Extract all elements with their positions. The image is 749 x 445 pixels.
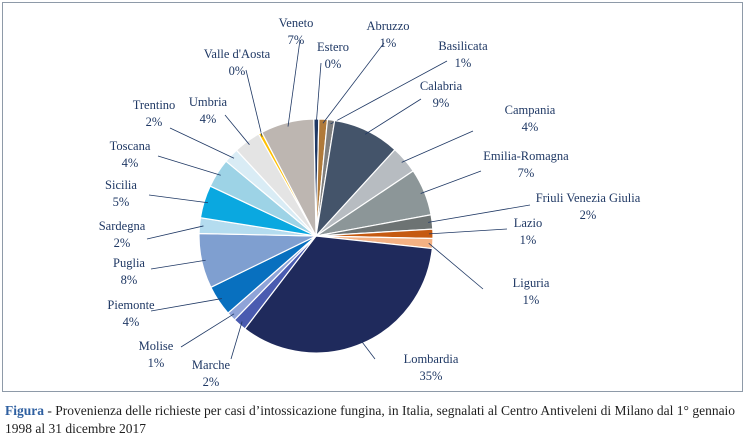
slice-label: Lazio <box>514 216 542 230</box>
pie-slice-veneto <box>260 118 317 237</box>
leader-line <box>230 321 243 360</box>
slice-percentage: 0% <box>229 64 246 78</box>
leader-line <box>150 259 206 270</box>
slice-label: Friuli Venezia Giulia <box>536 191 641 205</box>
slice-percentage: 0% <box>325 57 342 71</box>
slice-label: Estero <box>317 40 349 54</box>
slice-percentage: 1% <box>523 293 540 307</box>
slice-label: Abruzzo <box>366 19 409 33</box>
slice-label: Molise <box>139 339 174 353</box>
leader-line <box>364 98 422 135</box>
leader-line <box>287 39 301 127</box>
caption-text: - Provenienza delle richieste per casi d… <box>5 403 736 436</box>
slice-percentage: 2% <box>146 115 163 129</box>
leader-line <box>428 242 484 290</box>
slice-label: Veneto <box>279 16 314 30</box>
leader-line <box>150 298 222 312</box>
slice-percentage: 7% <box>518 166 535 180</box>
slice-percentage: 2% <box>580 208 597 222</box>
leader-line <box>420 170 482 194</box>
leader-line <box>401 130 474 163</box>
slice-label: Trentino <box>133 98 176 112</box>
leader-line <box>146 225 204 240</box>
pie-chart: Estero 0% Abruzzo 1% Basilicata 1% Calabria 9% C… <box>99 16 641 389</box>
caption-prefix: Figura <box>5 403 44 418</box>
leader-line <box>180 313 235 348</box>
slice-percentage: 8% <box>121 273 138 287</box>
slice-percentage: 1% <box>455 56 472 70</box>
leader-line <box>315 62 322 124</box>
slice-label: Toscana <box>110 139 151 153</box>
leader-line <box>428 228 508 235</box>
slice-percentage: 9% <box>433 96 450 110</box>
slice-label: Lombardia <box>404 352 459 366</box>
slice-percentage: 4% <box>123 315 140 329</box>
slice-percentage: 1% <box>148 356 165 370</box>
leader-line <box>148 194 209 204</box>
slice-percentage: 4% <box>200 112 217 126</box>
slice-percentage: 4% <box>522 120 539 134</box>
slice-label: Valle d'Aosta <box>204 47 271 61</box>
leader-line <box>428 204 531 223</box>
leader-line <box>157 155 221 176</box>
slice-label: Umbria <box>189 95 228 109</box>
slice-label: Piemonte <box>107 298 155 312</box>
slice-label: Sardegna <box>99 219 146 233</box>
slice-percentage: 35% <box>420 369 443 383</box>
slice-percentage: 2% <box>114 236 131 250</box>
slice-label: Emilia-Romagna <box>483 149 569 163</box>
slice-label: Liguria <box>513 276 550 290</box>
slice-percentage: 1% <box>520 233 537 247</box>
leader-line <box>360 339 376 360</box>
leader-line <box>245 69 263 137</box>
slice-label: Campania <box>505 103 556 117</box>
pie-slice-lombardia <box>243 235 433 354</box>
slice-percentage: 2% <box>203 375 220 389</box>
slice-percentage: 4% <box>122 156 139 170</box>
slice-label: Puglia <box>113 256 145 270</box>
leader-line <box>224 114 250 145</box>
slice-percentage: 5% <box>113 195 130 209</box>
leader-line <box>322 42 385 124</box>
slice-percentage: 7% <box>288 33 305 47</box>
slice-label: Sicilia <box>105 178 137 192</box>
leader-line <box>330 60 448 125</box>
chart-frame: Estero 0% Abruzzo 1% Basilicata 1% Calabria 9% C… <box>2 2 743 392</box>
slice-label: Basilicata <box>438 39 488 53</box>
slice-label: Marche <box>192 358 231 372</box>
leader-line <box>169 127 235 159</box>
figure-caption: Figura - Provenienza delle richieste per… <box>5 402 745 438</box>
slice-percentage: 1% <box>380 36 397 50</box>
slice-label: Calabria <box>420 79 463 93</box>
